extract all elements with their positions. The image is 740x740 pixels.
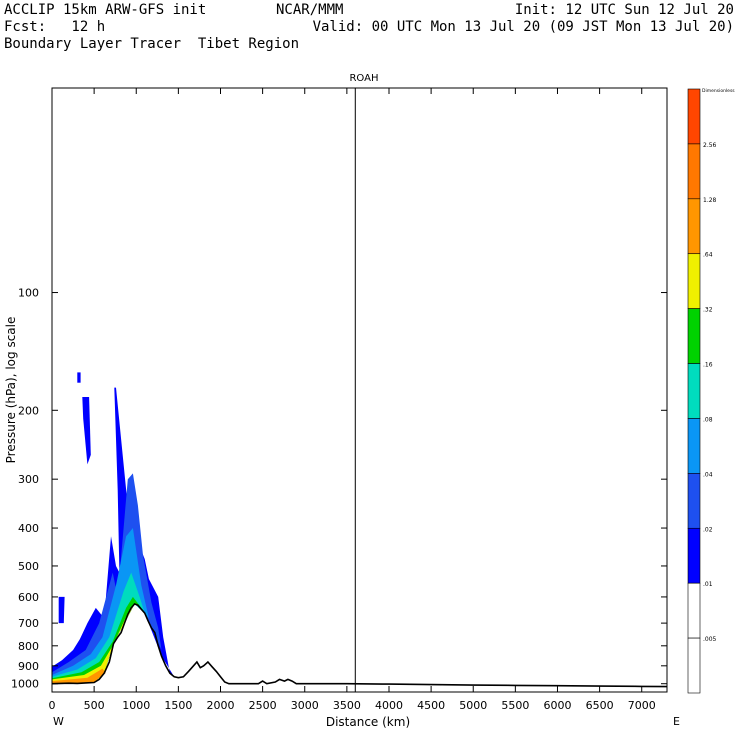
x-tick-label: 2000 — [206, 699, 234, 712]
x-axis-ticks: 0 500 1000 1500 2000 2500 3000 3500 4000 4500 5000… — [49, 88, 656, 712]
colorbar-label: .01 — [703, 581, 713, 588]
x-tick-label: 5500 — [501, 699, 529, 712]
plot-frame — [51, 87, 668, 693]
y-axis-label: Pressure (hPa), log scale — [4, 317, 18, 464]
header-model-name: ACCLIP 15km ARW-GFS init — [4, 2, 207, 18]
colorbar-label: .005 — [703, 636, 717, 643]
terrain-line — [51, 602, 668, 688]
y-tick-label: 200 — [18, 404, 39, 417]
x-tick-label: 3000 — [291, 699, 319, 712]
colorbar-swatch — [687, 198, 701, 255]
colorbar-label: .16 — [703, 362, 713, 369]
chart-title: ROAH — [349, 73, 378, 84]
x-tick-label: 1500 — [164, 699, 192, 712]
colorbar-label: .04 — [703, 471, 713, 478]
header-init-time: Init: 12 UTC Sun 12 Jul 20 — [514, 2, 734, 18]
colorbar-swatch — [687, 418, 701, 474]
x-tick-label: 7000 — [628, 699, 656, 712]
colorbar-label: .02 — [703, 526, 713, 533]
y-tick-label: 100 — [18, 287, 39, 300]
colorbar: .005 .01 .02 .04 .08 .16 .32 .64 1.28 2.56 Dimensi… — [687, 88, 735, 694]
east-end-label: E — [673, 715, 680, 728]
x-tick-label: 5000 — [459, 699, 487, 712]
tracer-region-6 — [52, 572, 145, 684]
colorbar-label: 2.56 — [703, 142, 717, 149]
colorbar-swatch — [687, 582, 701, 639]
colorbar-swatch — [687, 637, 701, 694]
colorbar-label: 1.28 — [703, 197, 717, 204]
tracer-region-5 — [52, 528, 149, 684]
y-tick-label: 700 — [18, 617, 39, 630]
x-tick-label: 4500 — [417, 699, 445, 712]
colorbar-label: .08 — [703, 416, 713, 423]
header-valid-time: Valid: 00 UTC Mon 13 Jul 20 (09 JST Mon … — [312, 19, 734, 35]
colorbar-swatch — [687, 308, 701, 364]
header-field-description: Boundary Layer Tracer Tibet Region — [4, 36, 300, 52]
x-axis-label: Distance (km) — [326, 715, 410, 729]
colorbar-swatch — [687, 527, 701, 584]
y-tick-label: 800 — [18, 640, 39, 653]
y-tick-label: 1000 — [11, 678, 39, 691]
y-tick-label: 600 — [18, 591, 39, 604]
x-tick-label: 4000 — [375, 699, 403, 712]
header-forecast-hour: Fcst: 12 h — [4, 19, 106, 35]
y-tick-label: 900 — [18, 660, 39, 673]
colorbar-title: Dimensionless — [702, 88, 735, 94]
y-axis-ticks: 100 200 300 400 500 600 700 800 900 1000 — [11, 287, 667, 691]
x-tick-label: 6000 — [543, 699, 571, 712]
tracer-region-1 — [82, 397, 91, 465]
colorbar-swatch — [687, 253, 701, 309]
y-tick-label: 500 — [18, 560, 39, 573]
tracer-region-2 — [77, 372, 81, 383]
y-tick-label: 300 — [18, 473, 39, 486]
colorbar-swatch — [687, 143, 701, 200]
tracer-region-3 — [58, 596, 65, 624]
x-tick-label: 2500 — [249, 699, 277, 712]
colorbar-swatch — [687, 363, 701, 419]
x-tick-label: 6500 — [586, 699, 614, 712]
tracer-region-4 — [52, 473, 162, 684]
colorbar-swatch — [687, 473, 701, 529]
header-organization: NCAR/MMM — [276, 2, 344, 18]
tracer-region-9 — [52, 668, 106, 684]
colorbar-label: .32 — [703, 307, 713, 314]
x-tick-label: 1000 — [122, 699, 150, 712]
west-end-label: W — [53, 715, 64, 728]
colorbar-swatch — [687, 88, 701, 145]
x-tick-label: 3500 — [333, 699, 361, 712]
x-tick-label: 0 — [49, 699, 56, 712]
y-tick-label: 400 — [18, 522, 39, 535]
colorbar-label: .64 — [703, 252, 713, 259]
x-tick-label: 500 — [84, 699, 105, 712]
